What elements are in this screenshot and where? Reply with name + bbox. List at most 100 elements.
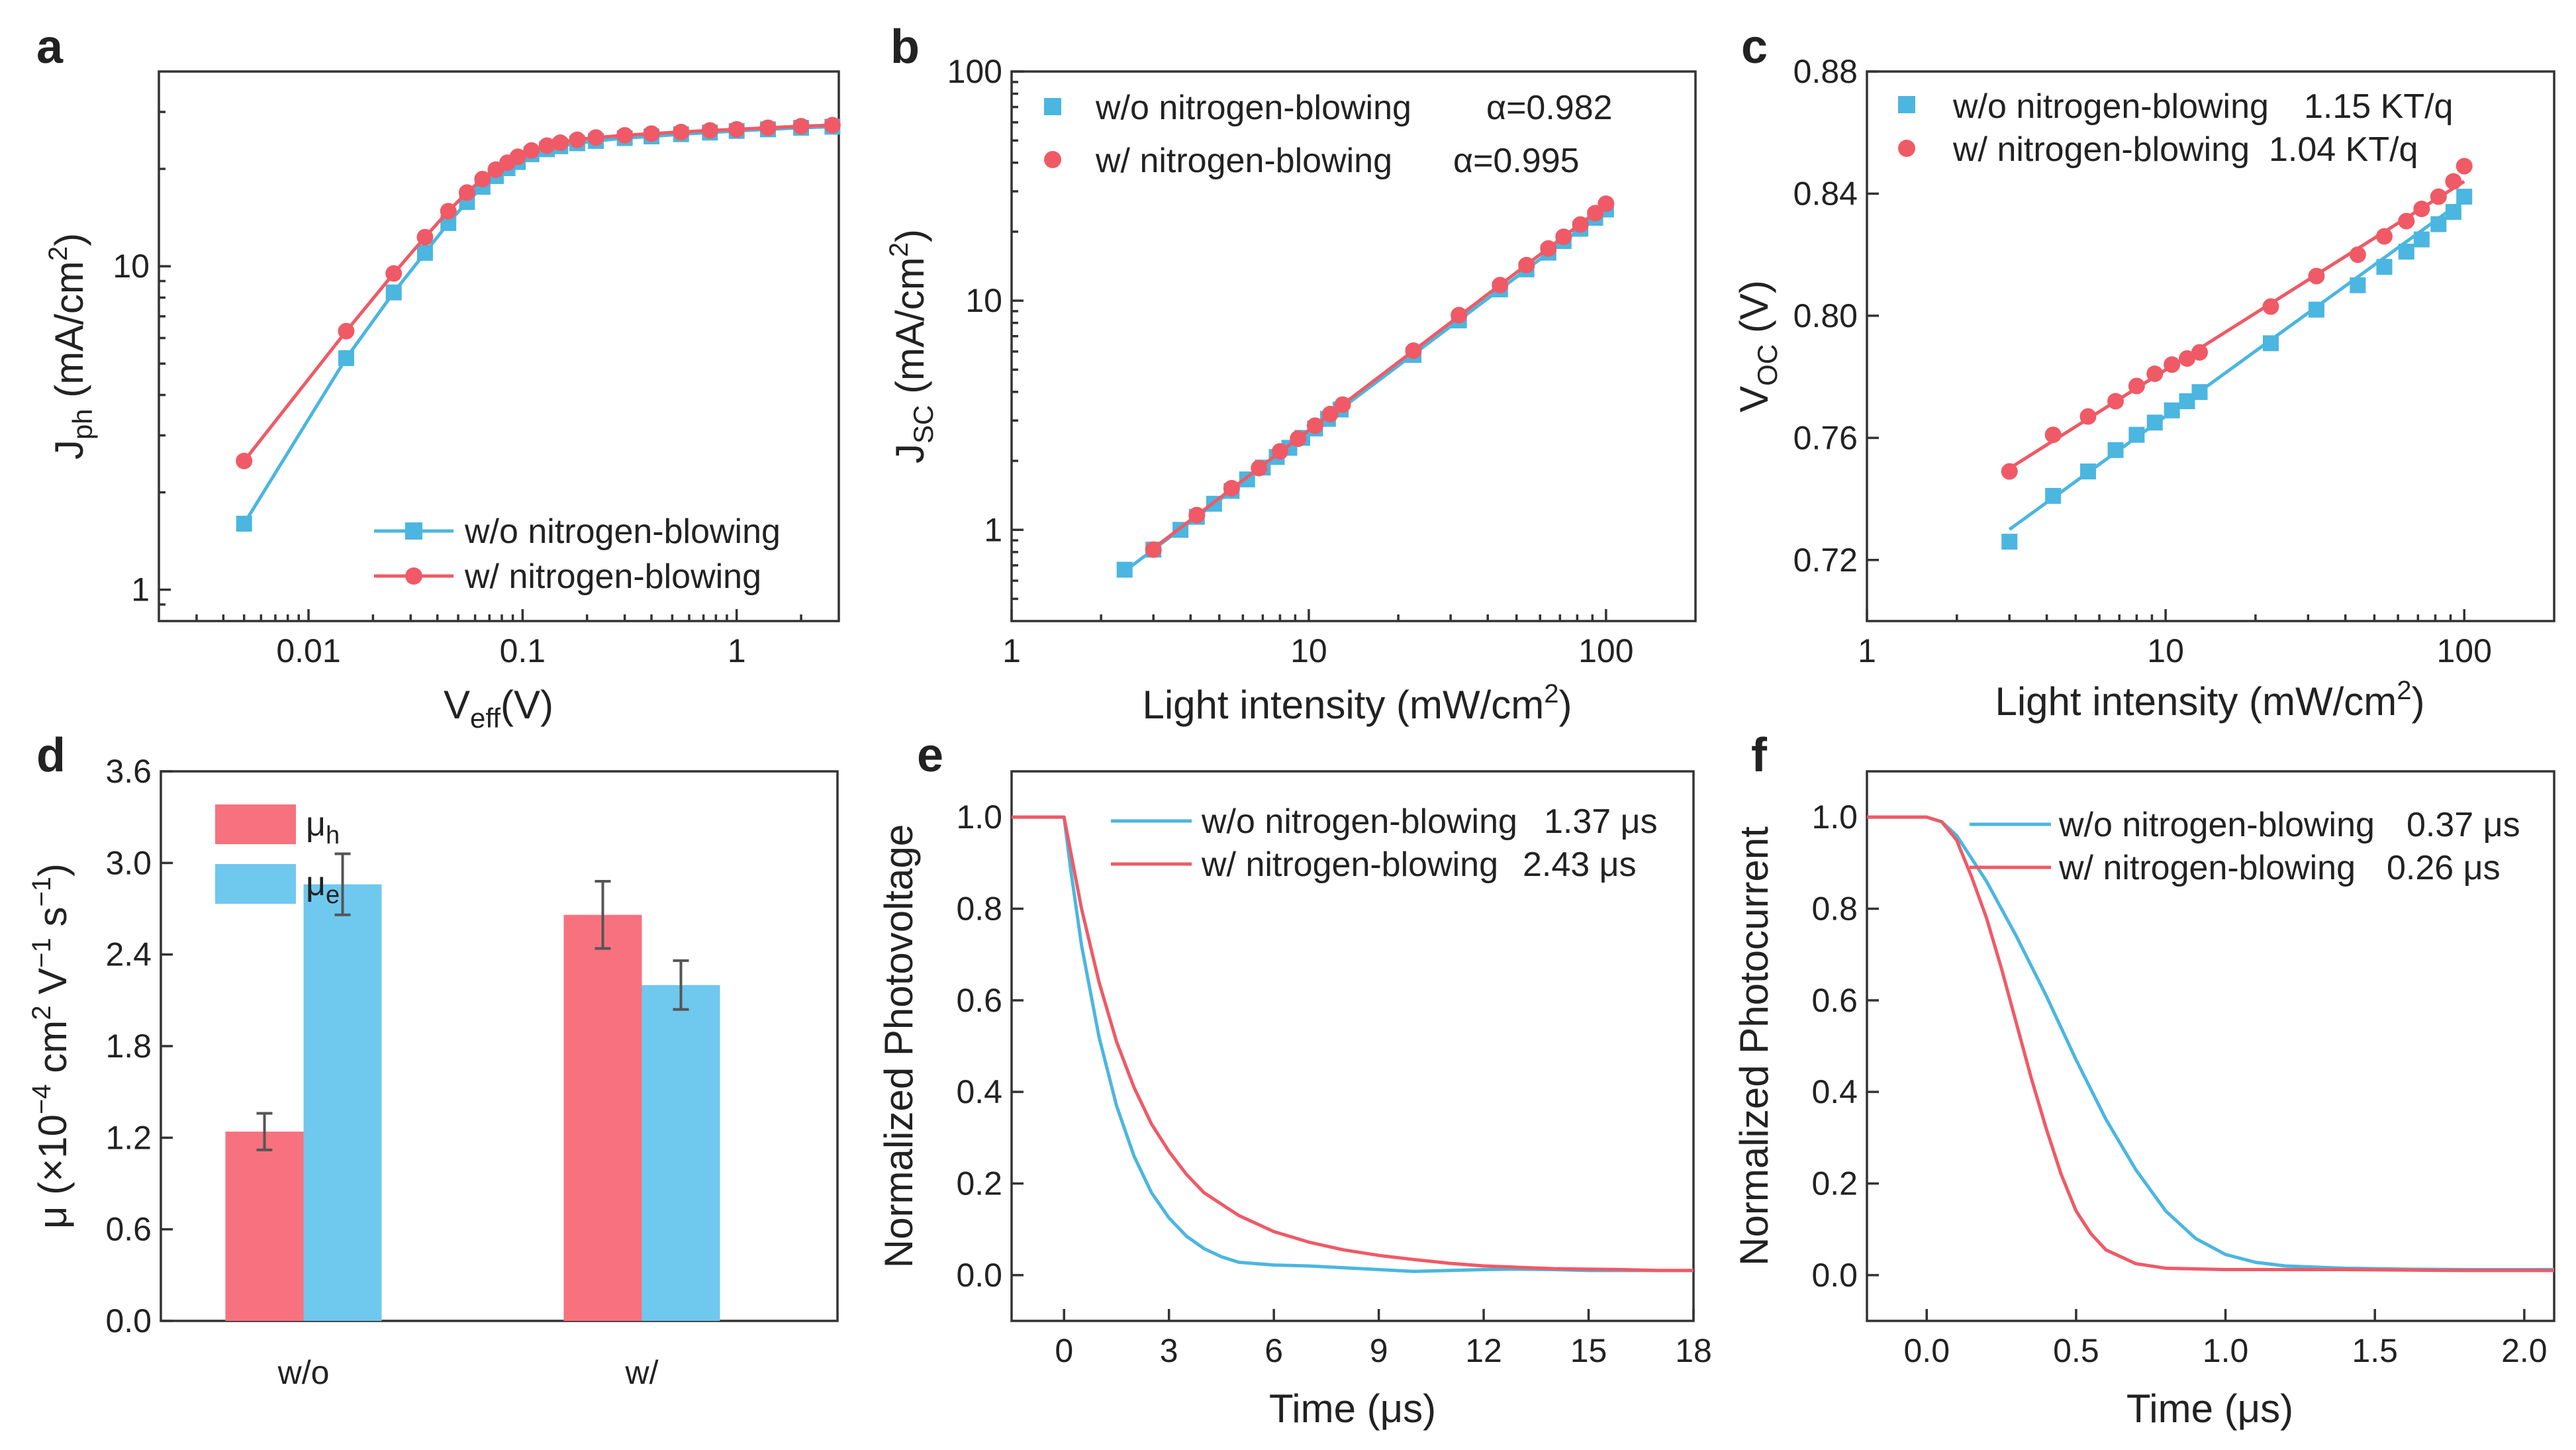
x-tick-label-e-0: 0 [1055,1332,1073,1369]
data-point-c-1-17 [2456,158,2473,175]
data-point-c-1-4 [2128,377,2145,395]
legend-c: w/o nitrogen-blowing 1.15 KT/q w/ nitrog… [1898,87,2453,169]
y-label-unit-c: (V) [1732,280,1776,344]
data-point-b-1-6 [1306,417,1323,434]
y-label-sup-a: 2 [44,246,73,261]
data-point-a-1-17 [673,123,690,140]
legend-label-e-1: w/ nitrogen-blowing [1201,846,1498,884]
legend-a: w/o nitrogen-blowing w/ nitrogen-blowing [374,512,781,596]
data-point-c-1-3 [2107,393,2124,410]
y-tick-label-c-3: 0.84 [1793,175,1858,212]
legend-swatch-d-1 [215,864,296,904]
x-tick-label-f-4: 2.0 [2501,1332,2548,1369]
data-point-c-1-9 [2262,298,2279,315]
legend-marker-a-1 [405,567,422,585]
data-point-b-1-8 [1334,396,1351,413]
panel-label-a: a [36,21,64,73]
y-axis-label-e: Normalized Photovoltage [877,824,921,1268]
x-tick-label-a-1: 0.1 [500,632,546,669]
y-tick-label-e-3: 0.6 [956,982,1002,1019]
legend-label-c-1: w/ nitrogen-blowing [1952,130,2250,169]
data-point-c-0-16 [2445,204,2461,220]
x-tick-label-a-2: 1 [728,632,746,669]
x-tick-label-e-3: 9 [1370,1332,1388,1369]
fit-line-c-0 [2008,198,2465,531]
y-label-sup1-d: −4 [27,1084,56,1114]
y-tick-label-e-0: 0.0 [956,1257,1002,1294]
plot-frame-c [1866,70,2555,622]
legend-label-b-0: w/o nitrogen-blowing [1095,89,1411,127]
data-point-b-0-0 [1116,561,1133,578]
x-tick-label-e-5: 15 [1570,1332,1607,1369]
y-label-sup-b: 2 [884,242,914,257]
data-point-b-1-9 [1405,342,1422,360]
fit-line-b-1 [1152,203,1607,550]
y-label-main-a: J [47,440,91,459]
y-tick-label-a-1: 10 [113,248,150,285]
legend-annotation-f-1: 0.26 μs [2387,849,2501,887]
legend-label-c-0: w/o nitrogen-blowing [1952,87,2269,126]
y-tick-label-b-2: 100 [947,53,1002,90]
x-tick-label-e-1: 3 [1160,1332,1178,1369]
x-label-sub-a: eff [470,702,501,734]
data-point-c-0-2 [2079,463,2096,480]
panel-label-e: e [917,729,943,782]
data-point-c-0-10 [2308,301,2324,318]
x-axis-label-e: Time (μs) [1269,1386,1436,1431]
panel-f: f 0.0 0.5 1.0 1.5 2.0 0.0 0.2 0.4 0.6 0.8 1.0 w/o … [1732,729,2555,1431]
x-tick-label-b-2: 100 [1578,632,1633,669]
bar-d-e-0 [303,884,382,1321]
x-label-unit-c: (mW/cm [2238,679,2397,724]
data-point-b-1-5 [1290,430,1307,448]
x-tick-label-e-6: 18 [1675,1332,1712,1369]
legend-label-d-0: μh [306,805,340,849]
data-point-a-1-4 [440,203,457,220]
data-point-b-1-1 [1188,507,1206,524]
legend-annotation-b-0: α=0.982 [1486,89,1613,127]
y-label-sub-b: SC [908,405,939,444]
legend-label-d-0-sub: h [326,822,340,849]
data-point-c-1-10 [2308,267,2325,285]
x-tick-label-a-0: 0.01 [276,632,340,669]
y-tick-label-f-4: 0.8 [1811,891,1858,928]
x-tick-label-e-2: 6 [1264,1332,1283,1369]
data-point-c-1-16 [2445,173,2462,190]
legend-marker-b-1 [1044,151,1061,168]
y-axis-label-d: μ (×10−4 cm2 V−1 s−1) [27,863,75,1229]
y-tick-label-e-1: 0.2 [956,1165,1002,1202]
y-label-close-b: ) [888,229,932,242]
x-tick-label-c-2: 100 [2436,632,2491,669]
y-tick-label-d-2: 1.2 [105,1119,152,1156]
data-point-c-1-5 [2146,365,2164,382]
data-point-c-0-13 [2398,244,2414,260]
y-tick-label-e-4: 0.8 [956,891,1002,928]
x-label-close-b: ) [1559,683,1572,727]
data-point-b-1-10 [1451,307,1468,324]
y-label-sub-a: ph [67,409,98,440]
data-point-a-1-20 [759,119,777,136]
y-tick-label-f-3: 0.6 [1811,982,1858,1019]
data-point-a-1-9 [509,148,526,166]
data-point-b-1-16 [1587,205,1604,222]
x-tick-label-f-1: 0.5 [2053,1332,2099,1369]
legend-annotation-e-1: 2.43 μs [1523,846,1637,884]
plot-frame-e [1010,770,1695,1322]
series-line-e-1 [1012,815,1693,1273]
data-point-c-0-17 [2456,189,2473,205]
y-tick-label-d-3: 1.8 [105,1028,152,1065]
y-tick-label-d-4: 2.4 [105,936,152,973]
x-tick-label-f-0: 0.0 [1904,1332,1950,1369]
data-point-a-1-16 [643,125,660,142]
y-tick-label-f-0: 0.0 [1811,1257,1858,1294]
x-tick-label-b-0: 1 [1002,632,1021,669]
bar-d-h-0 [225,1132,304,1321]
plot-frame-b [1010,70,1697,622]
plot-frame-f [1866,770,2555,1322]
series-line-e-0 [1012,815,1693,1273]
y-label-unit-b: (mA/cm [888,257,932,405]
data-point-c-0-15 [2430,216,2447,232]
legend-e: w/o nitrogen-blowing 1.37 μs w/ nitrogen… [1111,802,1658,884]
legend-d: μh μe [215,804,340,909]
legend-marker-c-0 [1898,96,1915,113]
bar-d-e-1 [642,985,720,1321]
